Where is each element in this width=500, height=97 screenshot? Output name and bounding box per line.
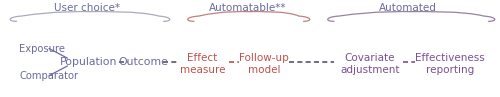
Text: Population: Population: [60, 57, 118, 67]
Text: Comparator: Comparator: [19, 71, 78, 81]
Text: User choice*: User choice*: [54, 3, 120, 13]
Text: Exposure: Exposure: [19, 43, 65, 54]
Text: Covariate
adjustment: Covariate adjustment: [340, 53, 400, 75]
Text: Outcome: Outcome: [118, 57, 168, 67]
Text: Effectiveness
reporting: Effectiveness reporting: [415, 53, 485, 75]
Text: Automatable**: Automatable**: [209, 3, 286, 13]
Text: Automated: Automated: [378, 3, 436, 13]
Text: Effect
measure: Effect measure: [180, 53, 225, 75]
Text: Follow-up
model: Follow-up model: [239, 53, 289, 75]
